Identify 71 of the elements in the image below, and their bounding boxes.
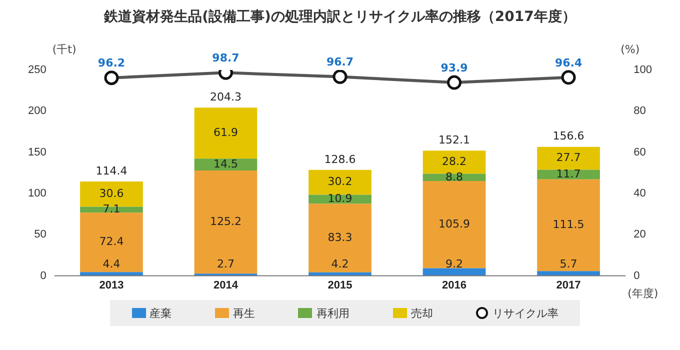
y2-tick-label: 40 <box>634 188 646 200</box>
data-label: 93.9 <box>440 61 468 74</box>
data-label: 10.9 <box>328 192 352 206</box>
data-label: 72.4 <box>99 235 124 248</box>
data-label: 7.1 <box>102 202 120 216</box>
y-tick-label: 0 <box>40 270 46 282</box>
bar <box>422 268 486 276</box>
y-tick-label: 150 <box>28 146 46 158</box>
y-tick-label: 200 <box>28 105 46 118</box>
data-label: 30.6 <box>99 187 124 200</box>
data-label: 83.3 <box>328 230 352 244</box>
y-tick-label: 250 <box>28 64 46 76</box>
bar <box>80 212 143 272</box>
data-label: 111.5 <box>552 218 584 232</box>
total-label: 152.1 <box>438 133 470 146</box>
x-tick-label: 2017 <box>556 279 581 292</box>
data-label: 98.7 <box>212 52 240 65</box>
legend-label: 売却 <box>410 306 433 320</box>
bar <box>537 179 600 272</box>
legend-label: リサイクル率 <box>492 306 558 320</box>
x-tick-label: 2014 <box>214 279 239 292</box>
bar <box>80 206 143 213</box>
data-label: 96.7 <box>326 56 354 69</box>
bar <box>422 150 486 174</box>
total-label: 204.3 <box>210 90 242 104</box>
legend-label: 再利用 <box>316 306 350 320</box>
y2-tick-label: 60 <box>634 146 646 158</box>
x-tick-label: 2013 <box>99 279 124 292</box>
x-tick-label: 2016 <box>442 279 466 292</box>
legend-label: 再生 <box>233 306 256 320</box>
x-axis-title: (年度) <box>628 286 658 301</box>
y2-tick-label: 100 <box>634 64 652 76</box>
data-label: 61.9 <box>213 126 238 139</box>
data-label: 105.9 <box>438 217 470 230</box>
y2-axis-title: (%) <box>620 42 640 56</box>
bar <box>194 158 258 171</box>
data-label: 30.2 <box>328 175 352 188</box>
y2-tick-label: 0 <box>634 270 640 282</box>
bar <box>80 272 143 276</box>
data-label: 2.7 <box>216 258 234 271</box>
data-label: 11.7 <box>556 167 581 180</box>
data-label: 9.2 <box>446 258 464 271</box>
bar <box>537 271 600 276</box>
data-label: 4.2 <box>331 258 349 271</box>
total-label: 128.6 <box>324 152 356 166</box>
y2-tick-label: 80 <box>634 105 646 118</box>
data-label: 8.8 <box>446 170 464 184</box>
bar <box>537 146 600 170</box>
chart-title: 鉄道資材発生品(設備工事)の処理内訳とリサイクル率の推移（2017年度） <box>102 8 577 26</box>
total-label: 156.6 <box>552 130 584 143</box>
data-label: 14.5 <box>213 157 238 170</box>
data-label: 96.4 <box>554 56 582 70</box>
data-label: 5.7 <box>560 258 578 271</box>
data-label: 125.2 <box>210 214 242 228</box>
data-label: 28.2 <box>442 155 467 168</box>
legend-label: 産棄 <box>150 306 172 320</box>
bar <box>537 170 600 180</box>
bar <box>194 170 258 274</box>
bar <box>308 204 372 272</box>
x-tick-label: 2015 <box>328 279 352 292</box>
y-axis-title: (千t) <box>52 42 76 56</box>
data-label: 27.7 <box>556 151 581 164</box>
data-label: 4.4 <box>102 258 120 271</box>
bar <box>308 170 372 195</box>
y-tick-label: 50 <box>34 228 46 241</box>
bar <box>194 108 258 159</box>
total-label: 114.4 <box>96 164 128 178</box>
y2-tick-label: 20 <box>634 228 646 241</box>
bar <box>422 181 486 268</box>
y-tick-label: 100 <box>28 188 46 200</box>
data-label: 96.2 <box>98 56 126 70</box>
